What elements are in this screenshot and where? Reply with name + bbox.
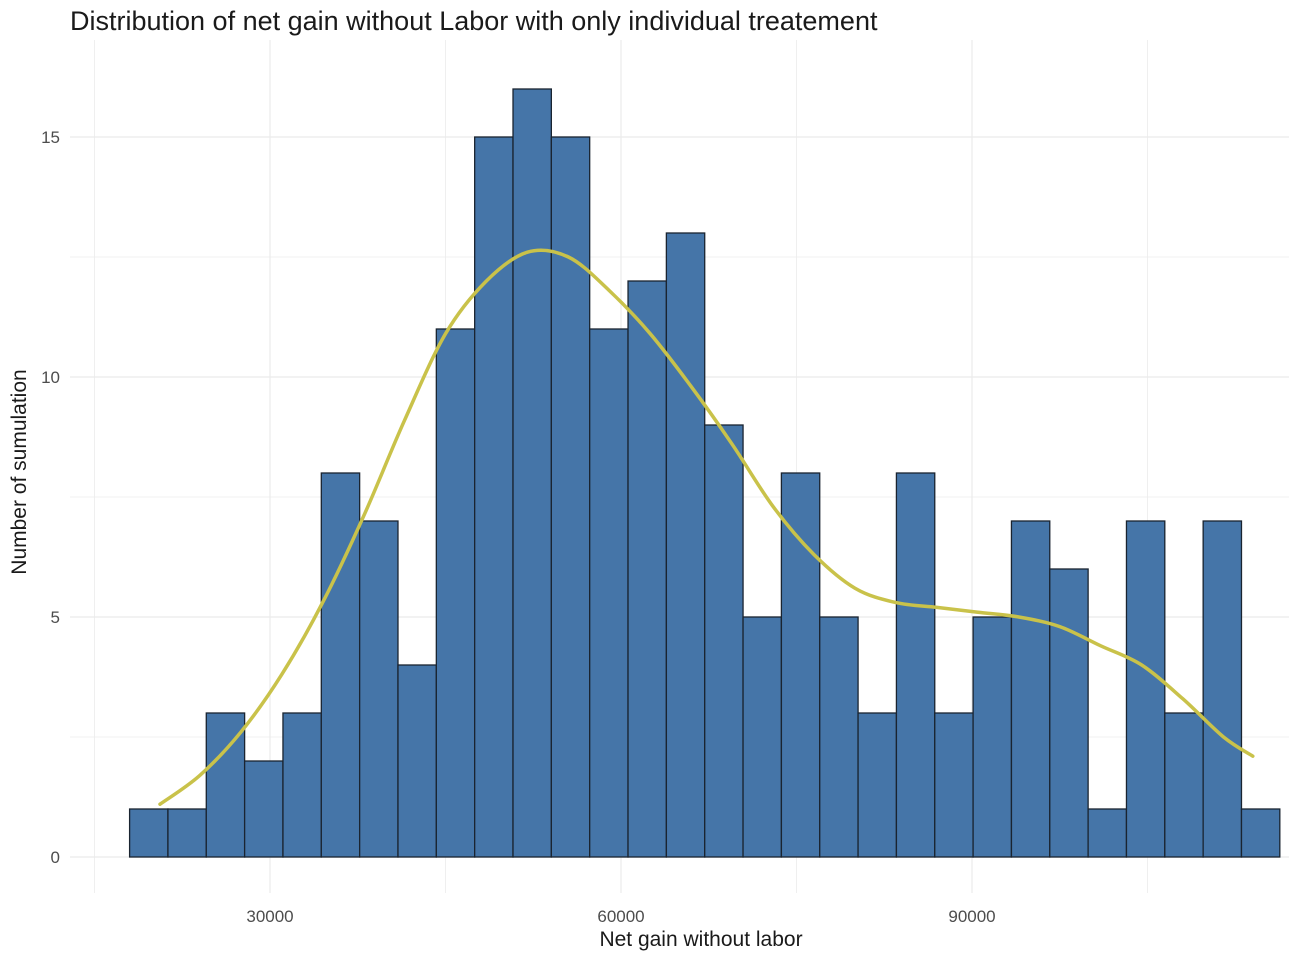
histogram-bar [857,712,898,858]
histogram-bar [167,808,207,858]
histogram-bar [665,232,706,858]
y-tick-label: 5 [51,608,60,627]
histogram-bar [780,472,821,858]
histogram-bar [128,808,169,858]
histogram-bar [589,328,629,858]
histogram-bar [512,88,552,858]
histogram-bars [128,88,1281,858]
histogram-bar [1010,520,1051,858]
x-tick-label: 60000 [597,907,644,926]
density-curve [158,248,1255,806]
histogram-bar [819,616,859,858]
y-tick-label: 15 [41,128,60,147]
x-axis-label: Net gain without labor [599,928,803,951]
histogram-bar [435,328,476,858]
histogram-bar [1240,808,1281,858]
histogram-bar [1164,712,1204,858]
histogram-bar [1202,520,1243,858]
chart-title: Distribution of net gain without Labor w… [70,6,878,36]
histogram-bar [1087,808,1128,858]
histogram-bar [474,136,514,858]
histogram-bar [550,136,591,858]
axis-ticks: 30000 60000 90000 0 5 10 15 [41,128,996,926]
x-tick-label: 30000 [246,907,293,926]
histogram-bar [397,664,437,858]
histogram-bar [320,472,361,858]
histogram-bar [972,616,1013,858]
histogram-bar [627,280,668,858]
density-line [158,248,1255,806]
histogram-bar [358,520,399,858]
histogram-bar [282,712,322,858]
histogram-bar [895,472,936,858]
histogram-bar [1125,520,1166,858]
x-tick-label: 90000 [948,907,995,926]
y-tick-label: 10 [41,368,60,387]
y-tick-label: 0 [51,848,60,867]
histogram-bar [704,424,744,858]
histogram-bar [934,712,974,858]
histogram-bar [1049,568,1089,858]
histogram-bar [742,616,783,858]
histogram-bar [243,760,284,858]
